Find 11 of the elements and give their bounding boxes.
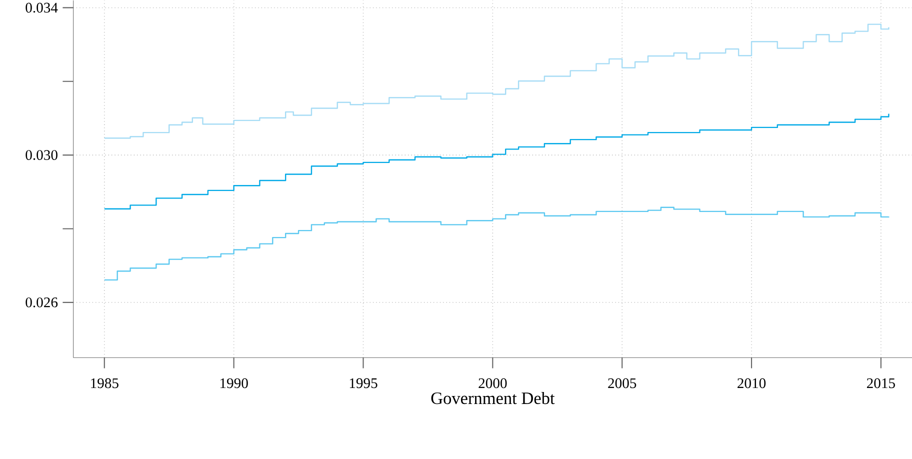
y-tick-label: 0.026	[26, 297, 58, 308]
y-tick-label: 0.030	[26, 150, 58, 160]
x-tick-label: 2010	[738, 378, 766, 388]
x-tick-label: 2015	[866, 378, 895, 388]
x-tick-label: 2000	[478, 378, 507, 388]
x-axis-title: Government Debt	[431, 392, 555, 404]
x-tick-label: 1985	[91, 378, 118, 388]
y-tick-label: 0.034	[26, 2, 58, 13]
x-tick-label: 2005	[608, 378, 636, 388]
x-tick-label: 1990	[220, 378, 248, 388]
x-tick-label: 1995	[350, 378, 378, 388]
